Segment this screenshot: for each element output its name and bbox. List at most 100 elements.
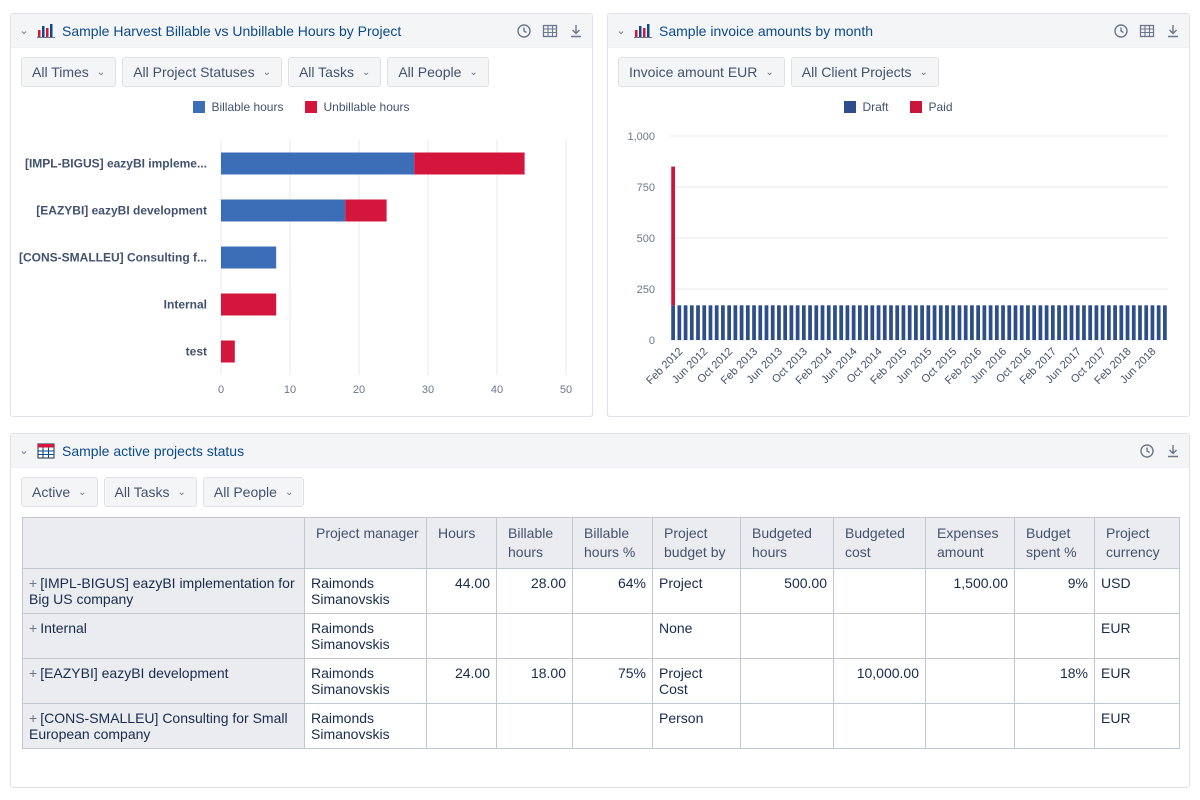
status-filter[interactable]: Active ⌄ [21, 477, 98, 507]
table-cell [833, 568, 926, 614]
export-icon[interactable] [568, 23, 584, 39]
row-header-cell[interactable]: + Internal [22, 613, 305, 659]
bar-draft [1088, 305, 1093, 340]
expand-plus-icon[interactable]: + [29, 710, 38, 726]
chevron-down-icon: ⌄ [96, 66, 106, 78]
bar-draft [1063, 305, 1068, 340]
table-cell: Raimonds Simanovskis [304, 703, 427, 749]
bar-chart-icon [37, 23, 55, 38]
export-icon[interactable] [1165, 23, 1181, 39]
expand-plus-icon[interactable]: + [29, 665, 38, 681]
clock-icon[interactable] [1139, 443, 1155, 459]
panel-title[interactable]: Sample invoice amounts by month [659, 22, 873, 39]
bar-draft [1007, 305, 1012, 340]
row-header-cell[interactable]: + [CONS-SMALLEU] Consulting for Small Eur… [22, 703, 305, 749]
table-cell: 44.00 [426, 568, 497, 614]
bar-draft [839, 305, 844, 340]
measure-filter[interactable]: Invoice amount EUR ⌄ [618, 57, 785, 87]
bar-draft [752, 305, 756, 340]
bar-draft [1026, 305, 1030, 340]
column-header[interactable]: Billable hours [496, 517, 573, 569]
column-header[interactable]: Expenses amount [925, 517, 1015, 569]
column-header[interactable]: Budget spent % [1014, 517, 1095, 569]
row-header-cell[interactable]: + [EAZYBI] eazyBI development [22, 658, 305, 704]
column-header[interactable]: Budgeted cost [833, 517, 926, 569]
tasks-filter[interactable]: All Tasks ⌄ [103, 477, 197, 507]
bar-draft [1013, 305, 1018, 340]
table-icon[interactable] [1139, 23, 1155, 39]
bar-draft [914, 305, 918, 340]
bar-billable [221, 246, 277, 269]
column-header[interactable]: Project budget by [652, 517, 741, 569]
bar-draft [708, 305, 713, 340]
bar-draft [1119, 305, 1124, 340]
chevron-down-icon[interactable]: ⌄ [19, 25, 29, 37]
project-status-filter[interactable]: All Project Statuses ⌄ [122, 57, 282, 87]
filter-bar: Invoice amount EUR ⌄ All Client Projects ⌄ [608, 48, 1189, 96]
column-header[interactable]: Billable hours % [572, 517, 653, 569]
bar-draft [1163, 305, 1167, 340]
chevron-down-icon[interactable]: ⌄ [616, 25, 626, 37]
expand-plus-icon[interactable]: + [29, 575, 38, 591]
row-header-cell[interactable]: + [IMPL-BIGUS] eazyBI implementation for … [22, 568, 305, 614]
column-header[interactable]: Budgeted hours [740, 517, 834, 569]
bar-draft [1144, 305, 1149, 340]
people-filter[interactable]: All People ⌄ [387, 57, 489, 87]
table-report-icon [37, 442, 55, 459]
table-icon[interactable] [542, 23, 558, 39]
people-filter[interactable]: All People ⌄ [202, 477, 305, 507]
bar-draft [677, 305, 682, 340]
bar-draft [745, 305, 750, 340]
bar-draft [938, 305, 943, 340]
table-cell [925, 613, 1015, 659]
legend-item-draft[interactable]: Draft [844, 100, 888, 114]
row-label: [EAZYBI] eazyBI development [40, 665, 229, 681]
client-projects-filter[interactable]: All Client Projects ⌄ [790, 57, 939, 87]
bar-draft [733, 305, 738, 340]
column-header[interactable]: Project manager [304, 517, 427, 569]
table-cell [572, 703, 653, 749]
y-tick-label: 500 [637, 233, 655, 245]
bar-draft [808, 305, 812, 340]
chevron-down-icon: ⌄ [361, 66, 371, 78]
tasks-filter[interactable]: All Tasks ⌄ [287, 57, 382, 87]
x-tick-label: 50 [560, 384, 572, 396]
chevron-down-icon: ⌄ [177, 486, 186, 498]
bar-draft [988, 305, 993, 340]
table-cell: 500.00 [740, 568, 834, 614]
table-cell: 1,500.00 [925, 568, 1015, 614]
chevron-down-icon: ⌄ [284, 486, 294, 498]
chart-legend: Draft Paid [608, 100, 1189, 114]
bar-draft [876, 305, 881, 340]
clock-icon[interactable] [1113, 23, 1129, 39]
time-filter[interactable]: All Times ⌄ [21, 57, 117, 87]
table-cell [572, 613, 653, 659]
bar-draft [1001, 305, 1005, 340]
legend-item-paid[interactable]: Paid [910, 100, 953, 114]
table-cell: Raimonds Simanovskis [304, 613, 427, 659]
bar-draft [889, 305, 893, 340]
legend-item-unbillable[interactable]: Unbillable hours [305, 100, 410, 114]
clock-icon[interactable] [516, 23, 532, 39]
expand-plus-icon[interactable]: + [29, 620, 38, 636]
panel-title[interactable]: Sample active projects status [62, 442, 245, 459]
panel-title[interactable]: Sample Harvest Billable vs Unbillable Ho… [62, 22, 402, 39]
chevron-down-icon[interactable]: ⌄ [19, 445, 29, 457]
bar-draft [727, 305, 732, 340]
table-cell: Raimonds Simanovskis [304, 568, 427, 614]
bar-draft [926, 305, 931, 340]
bar-draft [982, 305, 987, 340]
table-cell [1014, 613, 1095, 659]
column-header[interactable]: Hours [426, 517, 497, 569]
bar-draft [783, 305, 788, 340]
export-icon[interactable] [1165, 443, 1181, 459]
column-header[interactable]: Project currency [1094, 517, 1180, 569]
bar-draft [1156, 305, 1161, 340]
active-projects-panel: ⌄ Sample active projects status Active ⌄ … [10, 433, 1190, 788]
bar-draft [882, 305, 887, 340]
bar-draft [857, 305, 862, 340]
bar-draft [845, 305, 850, 340]
bar-draft [951, 305, 956, 340]
legend-item-billable[interactable]: Billable hours [193, 100, 283, 114]
